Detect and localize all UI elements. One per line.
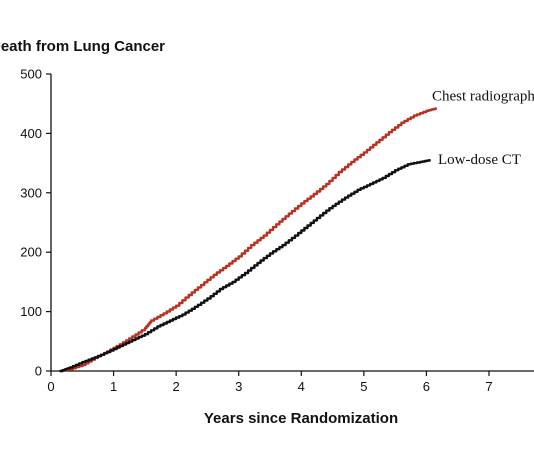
x-tick-label: 7 [485,379,492,394]
x-tick-label: 6 [423,379,430,394]
x-tick-label: 3 [235,379,242,394]
y-axis-label: Death from Lung Cancer [0,38,165,55]
y-tick-label: 500 [20,67,42,82]
x-tick-label: 2 [173,379,180,394]
x-tick-label: 5 [360,379,367,394]
x-tick-label: 0 [47,379,54,394]
series-label-chest-radiography: Chest radiography [432,88,534,104]
y-tick-label: 300 [20,185,42,200]
y-tick-label: 200 [20,245,42,260]
y-tick-label: 400 [20,126,42,141]
chart-ticks: 0 1 2 3 4 5 6 7 0 100 200 300 400 500 [20,67,492,395]
series-label-low-dose-ct: Low-dose CT [438,152,521,168]
series-line-low-dose-ct [59,158,431,373]
chart-series: Chest radiography Low-dose CT [59,88,534,373]
x-axis-label: Years since Randomization [204,410,398,427]
x-tick-label: 1 [110,379,117,394]
series-line-chest-radiography [59,107,437,373]
x-tick-label: 4 [298,379,305,394]
y-tick-label: 100 [20,304,42,319]
chart-axes [50,74,534,372]
y-tick-label: 0 [35,364,42,379]
